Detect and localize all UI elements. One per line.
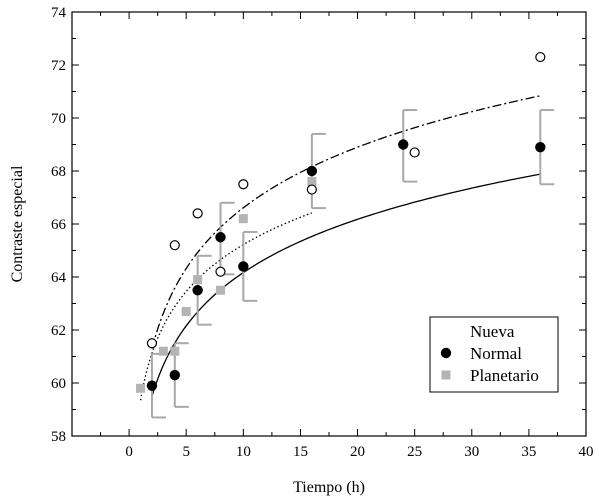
point-normal xyxy=(398,139,409,150)
point-nueva xyxy=(169,240,180,251)
point-normal xyxy=(146,380,158,391)
point-normal xyxy=(192,285,203,296)
point-nueva xyxy=(409,147,420,158)
legend-marker-planetario xyxy=(441,370,451,380)
x-tick-label: 40 xyxy=(579,444,594,460)
x-tick-label: 35 xyxy=(521,444,536,460)
point-normal xyxy=(169,369,180,381)
legend-box xyxy=(429,316,559,393)
x-axis-label: Tiempo (h) xyxy=(293,479,365,496)
x-tick-label: 10 xyxy=(236,444,251,460)
legend-label-planetario: Planetario xyxy=(470,366,539,385)
point-nueva xyxy=(535,51,546,63)
legend-marker-shape xyxy=(441,370,451,380)
point-planetario xyxy=(158,346,168,356)
legend-marker-shape xyxy=(440,347,452,359)
x-tick-label: 30 xyxy=(464,444,479,460)
y-tick-label: 72 xyxy=(51,58,66,74)
x-tick-label: 0 xyxy=(125,444,133,460)
point-normal xyxy=(238,261,249,272)
x-tick-label: 25 xyxy=(407,444,422,460)
point-planetario xyxy=(181,306,191,316)
fit-curve-dash-dot xyxy=(151,95,541,349)
point-nueva xyxy=(192,208,203,219)
point-planetario xyxy=(238,214,248,224)
legend-label-nueva: Nueva xyxy=(470,322,515,341)
y-tick-label: 60 xyxy=(51,376,66,392)
point-planetario xyxy=(136,383,146,393)
x-tick-label: 5 xyxy=(182,444,190,460)
y-tick-label: 70 xyxy=(51,111,66,127)
y-tick-label: 74 xyxy=(51,5,67,21)
legend-marker-normal xyxy=(440,347,452,359)
point-planetario xyxy=(215,285,225,295)
x-tick-label: 15 xyxy=(293,444,308,460)
y-tick-label: 62 xyxy=(51,323,66,339)
x-tick-label: 20 xyxy=(350,444,365,460)
point-normal xyxy=(215,232,226,243)
y-tick-label: 66 xyxy=(51,217,67,233)
y-tick-label: 64 xyxy=(51,270,67,286)
point-nueva xyxy=(215,266,226,277)
point-planetario xyxy=(193,275,203,285)
y-tick-label: 68 xyxy=(51,164,66,180)
ticks: 0 5 10 15 20 25 30 35 40 58 60 62 64 66 68 70 72 74 xyxy=(51,5,594,460)
fit-curve-dotted xyxy=(139,212,313,401)
point-normal xyxy=(535,141,546,153)
point-nueva xyxy=(146,338,158,349)
point-planetario xyxy=(170,346,180,356)
data-points xyxy=(136,51,546,393)
y-tick-label: 58 xyxy=(51,429,66,445)
point-planetario xyxy=(307,177,317,187)
y-axis-label: Contraste especial xyxy=(9,165,26,282)
legend-label-normal: Normal xyxy=(470,344,522,363)
point-normal xyxy=(306,165,318,177)
legend: Nueva Normal Planetario xyxy=(429,316,559,393)
point-nueva xyxy=(238,179,249,190)
point-nueva xyxy=(306,184,317,195)
